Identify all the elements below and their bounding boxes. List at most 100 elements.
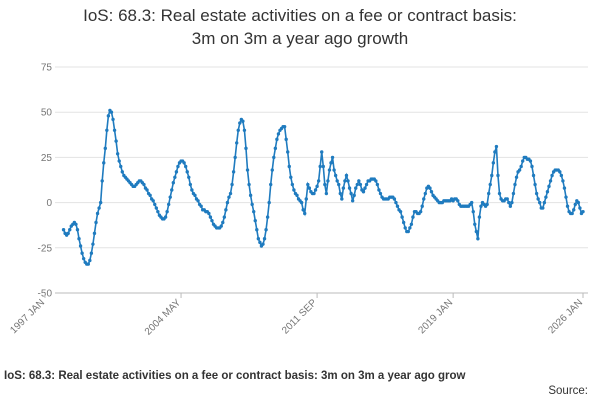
data-point	[521, 159, 525, 163]
data-point	[120, 170, 124, 174]
data-point	[456, 199, 460, 203]
data-point	[344, 173, 349, 178]
data-point	[469, 200, 474, 205]
data-point	[349, 191, 353, 196]
data-point	[355, 182, 359, 187]
footer-title: IoS: 68.3: Real estate activities on a f…	[4, 370, 465, 382]
data-point	[318, 164, 322, 169]
data-point	[182, 161, 186, 165]
data-point	[545, 190, 550, 194]
data-point	[547, 184, 551, 189]
data-point	[332, 168, 336, 172]
data-point	[420, 204, 424, 208]
data-point	[530, 164, 534, 169]
data-point	[304, 197, 308, 201]
y-tick-label: 25	[41, 153, 53, 164]
data-point	[479, 204, 483, 208]
data-point	[337, 182, 341, 187]
data-point	[333, 173, 338, 178]
data-point	[289, 175, 293, 179]
data-point	[106, 114, 111, 118]
data-point	[395, 204, 400, 208]
source: Source:	[548, 385, 588, 397]
data-point	[171, 181, 176, 185]
data-point	[558, 170, 562, 174]
data-point	[238, 121, 242, 125]
data-point	[282, 124, 287, 129]
data-point	[423, 191, 428, 196]
data-point	[491, 161, 496, 165]
data-point	[190, 188, 194, 192]
data-point	[361, 190, 366, 194]
data-point	[513, 182, 517, 187]
data-point	[151, 199, 155, 203]
data-point	[494, 144, 499, 149]
data-point	[326, 179, 330, 183]
data-point	[219, 224, 223, 228]
data-point	[224, 208, 228, 212]
data-point	[188, 182, 193, 187]
data-point	[301, 208, 305, 212]
data-point	[100, 179, 104, 183]
data-point	[273, 146, 278, 151]
data-point	[95, 211, 100, 216]
data-point	[248, 193, 253, 198]
data-point	[330, 155, 335, 160]
data-point	[329, 161, 333, 165]
data-point	[88, 258, 92, 263]
data-point	[542, 200, 547, 205]
data-point	[576, 200, 581, 205]
data-point	[68, 228, 72, 232]
data-point	[403, 226, 407, 230]
data-point	[418, 209, 423, 214]
data-point	[75, 228, 80, 232]
x-tick-label: 2019 JAN	[416, 297, 455, 336]
data-point	[507, 200, 511, 205]
data-point	[244, 146, 248, 151]
data-point	[508, 204, 513, 208]
data-point	[187, 175, 191, 179]
data-point	[154, 206, 159, 210]
data-point	[77, 237, 81, 241]
data-point	[185, 170, 189, 174]
data-point	[109, 110, 114, 114]
data-point	[74, 222, 78, 226]
data-point	[564, 195, 568, 199]
data-point	[258, 240, 262, 245]
data-point	[210, 218, 214, 223]
data-point	[411, 215, 415, 219]
data-point	[511, 191, 516, 196]
data-point	[168, 195, 172, 199]
data-point	[350, 199, 355, 203]
data-point	[327, 168, 332, 172]
data-point	[394, 200, 398, 205]
data-point	[97, 206, 101, 210]
data-point	[183, 164, 188, 169]
data-point	[408, 226, 412, 230]
x-tick-label: 2026 JAN	[546, 297, 585, 336]
data-point	[338, 191, 342, 196]
data-point	[488, 182, 492, 187]
y-tick-label: 0	[46, 198, 52, 209]
data-point	[565, 204, 570, 208]
data-point	[264, 228, 268, 232]
data-point	[490, 173, 494, 178]
data-point	[510, 200, 514, 205]
data-point	[514, 175, 519, 179]
data-point	[269, 182, 273, 187]
data-point	[550, 173, 554, 178]
data-point	[241, 119, 245, 123]
data-point	[581, 209, 585, 214]
data-point	[341, 186, 346, 190]
data-point	[256, 237, 261, 241]
data-point	[221, 220, 225, 225]
chart-title: 3m on 3m a year ago growth	[192, 29, 408, 48]
data-point	[103, 146, 107, 151]
data-point	[112, 128, 117, 132]
data-point	[471, 209, 475, 214]
y-tick-label: 75	[41, 63, 53, 74]
data-point	[295, 193, 299, 198]
y-tick-label: -25	[38, 243, 53, 254]
data-point	[253, 218, 257, 223]
